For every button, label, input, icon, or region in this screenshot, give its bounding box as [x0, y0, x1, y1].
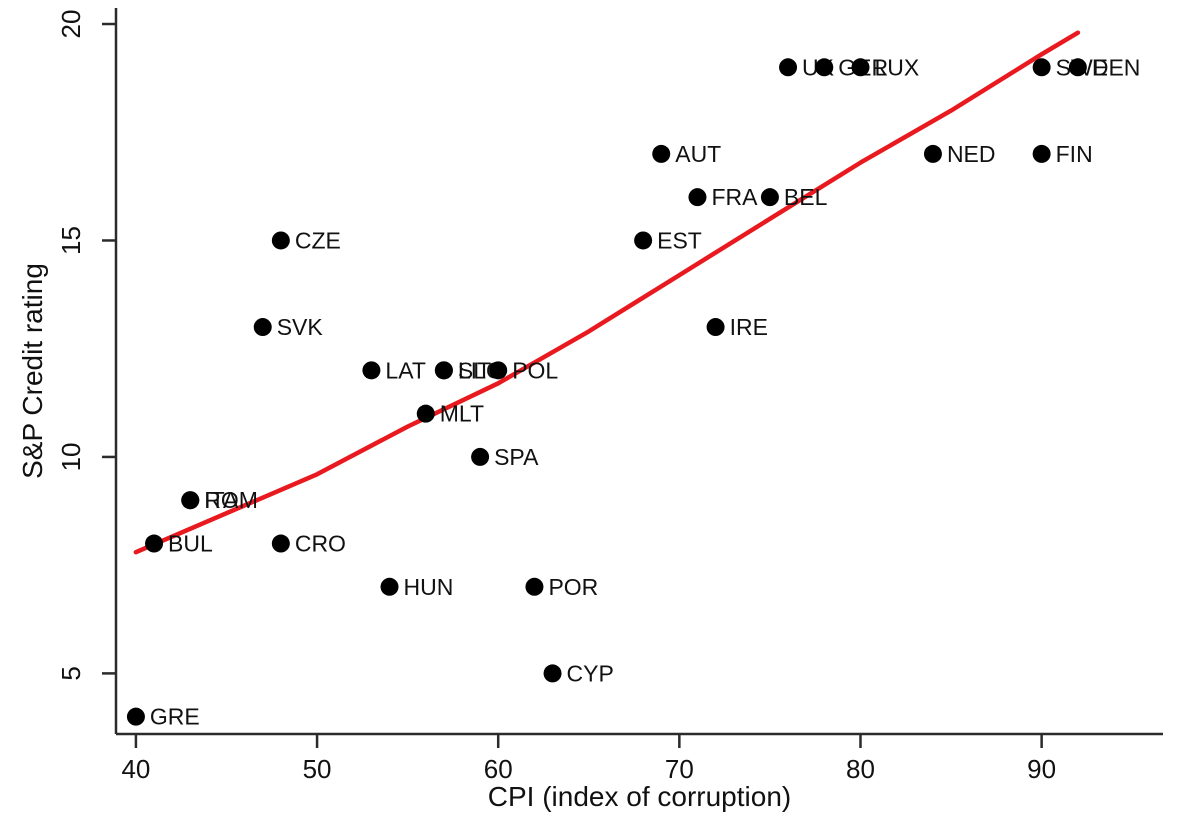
x-tick-label: 60: [484, 754, 513, 784]
y-tick-label: 20: [56, 10, 86, 39]
data-point-label-NED: NED: [947, 141, 996, 167]
data-point-IRE: [706, 318, 725, 337]
x-tick-label: 50: [303, 754, 332, 784]
data-point-label-LUX: LUX: [874, 54, 919, 80]
data-point-label-ITA: ITA: [204, 487, 239, 513]
data-point-POR: [525, 577, 544, 596]
data-point-label-IRE: IRE: [730, 314, 768, 340]
data-point-label-CYP: CYP: [567, 660, 614, 686]
data-point-HUN: [380, 577, 399, 596]
data-point-label-POR: POR: [548, 574, 598, 600]
data-point-BUL: [145, 534, 164, 553]
data-point-EST: [634, 231, 653, 250]
data-point-label-EST: EST: [657, 227, 702, 253]
y-axis-title: S&P Credit rating: [17, 263, 48, 479]
data-point-BEL: [760, 188, 779, 207]
data-point-label-POL: POL: [512, 357, 558, 383]
data-point-FIN: [1032, 144, 1051, 163]
data-point-label-DEN: DEN: [1092, 54, 1141, 80]
data-point-label-LIT: LIT: [458, 357, 491, 383]
trend-line: [133, 30, 1081, 555]
data-point-label-CZE: CZE: [295, 227, 341, 253]
data-point-CRO: [271, 534, 290, 553]
data-point-MLT: [416, 404, 435, 423]
data-point-label-ROM: ROM: [204, 487, 258, 513]
x-axis-title: CPI (index of corruption): [488, 781, 791, 812]
y-tick-label: 10: [56, 442, 86, 471]
data-point-label-BUL: BUL: [168, 531, 213, 557]
data-point-DEN: [1068, 58, 1087, 77]
data-point-label-GRE: GRE: [150, 704, 200, 730]
data-point-label-FRA: FRA: [711, 184, 758, 210]
data-point-FRA: [688, 188, 707, 207]
x-tick-label: 40: [121, 754, 150, 784]
data-point-LAT: [362, 361, 381, 380]
data-point-label-SPA: SPA: [494, 444, 539, 470]
data-point-label-AUT: AUT: [675, 141, 721, 167]
data-point-SWE: [1032, 58, 1051, 77]
data-point-ROM: [181, 491, 200, 510]
y-tick-label: 15: [56, 226, 86, 255]
data-point-AUT: [652, 144, 671, 163]
x-tick-label: 80: [846, 754, 875, 784]
data-point-POL: [489, 361, 508, 380]
data-point-SPA: [471, 447, 490, 466]
data-point-label-LAT: LAT: [385, 357, 425, 383]
data-point-UK: [779, 58, 798, 77]
y-tick-label: 5: [56, 666, 86, 680]
data-point-label-CRO: CRO: [295, 531, 346, 557]
data-point-GRE: [126, 707, 145, 726]
data-point-CYP: [543, 664, 562, 683]
data-point-label-SVK: SVK: [277, 314, 324, 340]
data-point-label-FIN: FIN: [1056, 141, 1093, 167]
data-point-label-MLT: MLT: [440, 401, 484, 427]
data-point-LIT: [434, 361, 453, 380]
x-tick-label: 70: [665, 754, 694, 784]
data-point-NED: [923, 144, 942, 163]
data-point-SVK: [253, 318, 272, 337]
data-point-GER: [815, 58, 834, 77]
data-point-LUX: [851, 58, 870, 77]
data-point-CZE: [271, 231, 290, 250]
data-point-label-BEL: BEL: [784, 184, 828, 210]
data-point-label-HUN: HUN: [404, 574, 454, 600]
x-tick-label: 90: [1027, 754, 1056, 784]
